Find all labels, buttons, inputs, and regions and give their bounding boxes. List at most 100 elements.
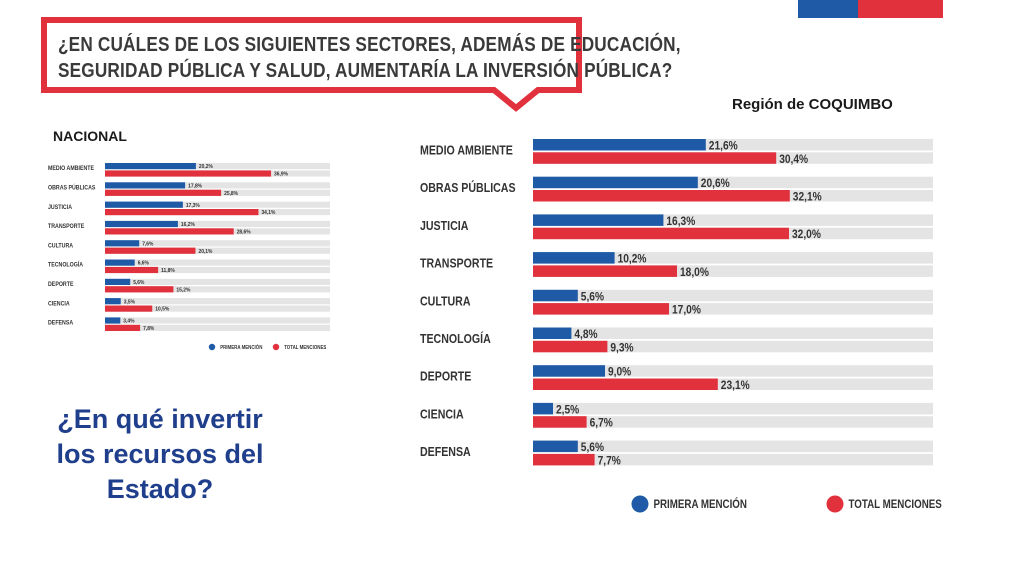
- value-label-total: 30,4%: [779, 153, 808, 166]
- chart-nacional: MEDIO AMBIENTE 20,2% 36,9% OBRAS PÚBLICAS 17…: [48, 163, 330, 351]
- bar-total-menciones: [533, 453, 595, 466]
- track-bar: [105, 182, 330, 189]
- category-label: TRANSPORTE: [420, 257, 493, 271]
- track-bar: [105, 240, 330, 247]
- legend-label-total: TOTAL MENCIONES: [284, 345, 327, 351]
- legend-marker-total: [826, 495, 844, 513]
- value-label-primera: 2,5%: [556, 404, 579, 417]
- bar-total-menciones: [105, 228, 234, 235]
- bar-total-menciones: [533, 265, 677, 277]
- category-label: MEDIO AMBIENTE: [420, 144, 513, 158]
- value-label-primera: 6,6%: [138, 260, 149, 266]
- category-label: TRANSPORTE: [48, 224, 84, 230]
- legend-marker-primera: [631, 495, 649, 513]
- track-bar: [105, 278, 330, 285]
- track-bar: [533, 327, 933, 339]
- track-bar: [533, 365, 933, 377]
- value-label-total: 11,8%: [161, 268, 175, 274]
- bar-total-menciones: [105, 266, 159, 274]
- bar-total-menciones: [105, 170, 272, 177]
- value-label-total: 23,1%: [721, 379, 750, 392]
- value-label-primera: 5,6%: [581, 291, 604, 304]
- bar-total-menciones: [105, 189, 222, 196]
- category-label: JUSTICIA: [420, 219, 469, 233]
- track-bar: [105, 298, 330, 305]
- value-label-primera: 21,6%: [709, 140, 738, 153]
- category-label: CIENCIA: [420, 408, 464, 422]
- value-label-total: 7,8%: [143, 326, 154, 332]
- value-label-primera: 20,6%: [701, 178, 730, 191]
- track-bar: [105, 317, 330, 324]
- bar-primera-mencion: [105, 163, 196, 170]
- category-label: OBRAS PÚBLICAS: [420, 181, 516, 195]
- track-bar: [533, 265, 933, 277]
- category-label: CULTURA: [48, 243, 73, 249]
- track-bar: [533, 289, 933, 302]
- bar-primera-mencion: [533, 327, 572, 339]
- flag-blue-stripe: [798, 0, 858, 18]
- value-label-total: 36,9%: [274, 171, 288, 177]
- value-label-total: 10,5%: [155, 306, 169, 312]
- track-bar: [533, 303, 933, 315]
- value-label-total: 7,7%: [598, 455, 621, 468]
- survey-question-line2: SEGURIDAD PÚBLICA Y SALUD, AUMENTARÍA LA…: [58, 60, 673, 82]
- track-bar: [105, 324, 330, 331]
- value-label-primera: 9,0%: [608, 366, 631, 379]
- legend-label-primera: PRIMERA MENCIÓN: [654, 497, 747, 511]
- value-label-total: 34,1%: [261, 210, 275, 216]
- bar-total-menciones: [533, 340, 608, 353]
- region-label: Región de COQUIMBO: [732, 96, 893, 113]
- category-label: MEDIO AMBIENTE: [48, 166, 94, 172]
- legend-marker-primera: [208, 343, 216, 351]
- value-label-total: 20,1%: [198, 248, 212, 254]
- value-label-primera: 7,6%: [142, 241, 153, 247]
- value-label-total: 17,0%: [672, 304, 701, 317]
- legend-label-primera: PRIMERA MENCIÓN: [220, 342, 263, 351]
- bar-primera-mencion: [105, 317, 121, 324]
- value-label-total: 18,0%: [680, 266, 709, 279]
- track-bar: [533, 214, 933, 226]
- category-label: CIENCIA: [48, 301, 70, 307]
- track-bar: [105, 259, 330, 266]
- flag-red-stripe: [858, 0, 943, 18]
- bar-total-menciones: [105, 247, 196, 254]
- bar-primera-mencion: [105, 220, 178, 228]
- category-label: TECNOLOGÍA: [48, 260, 83, 269]
- bar-total-menciones: [533, 190, 790, 202]
- category-label: TECNOLOGÍA: [420, 332, 491, 346]
- track-bar: [105, 286, 330, 293]
- category-label: DEPORTE: [420, 370, 472, 384]
- bar-total-menciones: [533, 378, 718, 390]
- value-label-primera: 17,3%: [186, 202, 200, 208]
- survey-question-line1: ¿EN CUÁLES DE LOS SIGUIENTES SECTORES, A…: [58, 34, 681, 56]
- category-label: OBRAS PÚBLICAS: [48, 184, 96, 192]
- track-bar: [533, 453, 933, 466]
- track-bar: [533, 416, 933, 428]
- value-label-total: 6,7%: [590, 417, 613, 430]
- bar-primera-mencion: [105, 278, 131, 285]
- value-label-primera: 16,3%: [666, 215, 695, 228]
- bar-total-menciones: [105, 305, 153, 312]
- track-bar: [105, 305, 330, 312]
- bar-primera-mencion: [105, 259, 135, 266]
- bar-primera-mencion: [105, 240, 140, 247]
- bar-primera-mencion: [105, 182, 186, 189]
- value-label-primera: 5,6%: [133, 280, 144, 286]
- bar-total-menciones: [533, 303, 669, 315]
- bar-primera-mencion: [105, 201, 183, 208]
- bar-primera-mencion: [105, 298, 121, 305]
- track-bar: [533, 402, 933, 415]
- value-label-total: 28,6%: [237, 229, 251, 235]
- nacional-label: NACIONAL: [53, 128, 127, 144]
- value-label-total: 25,8%: [224, 191, 238, 197]
- value-label-primera: 5,6%: [581, 441, 604, 454]
- bar-primera-mencion: [533, 252, 615, 264]
- bar-total-menciones: [533, 227, 789, 240]
- legend-label-total: TOTAL MENCIONES: [849, 498, 942, 511]
- big-question: ¿En qué invertir los recursos del Estado…: [56, 404, 264, 504]
- bar-primera-mencion: [533, 402, 553, 415]
- track-bar: [105, 266, 330, 274]
- category-label: DEFENSA: [420, 445, 471, 459]
- category-label: CULTURA: [420, 295, 471, 309]
- value-label-primera: 17,8%: [188, 183, 202, 189]
